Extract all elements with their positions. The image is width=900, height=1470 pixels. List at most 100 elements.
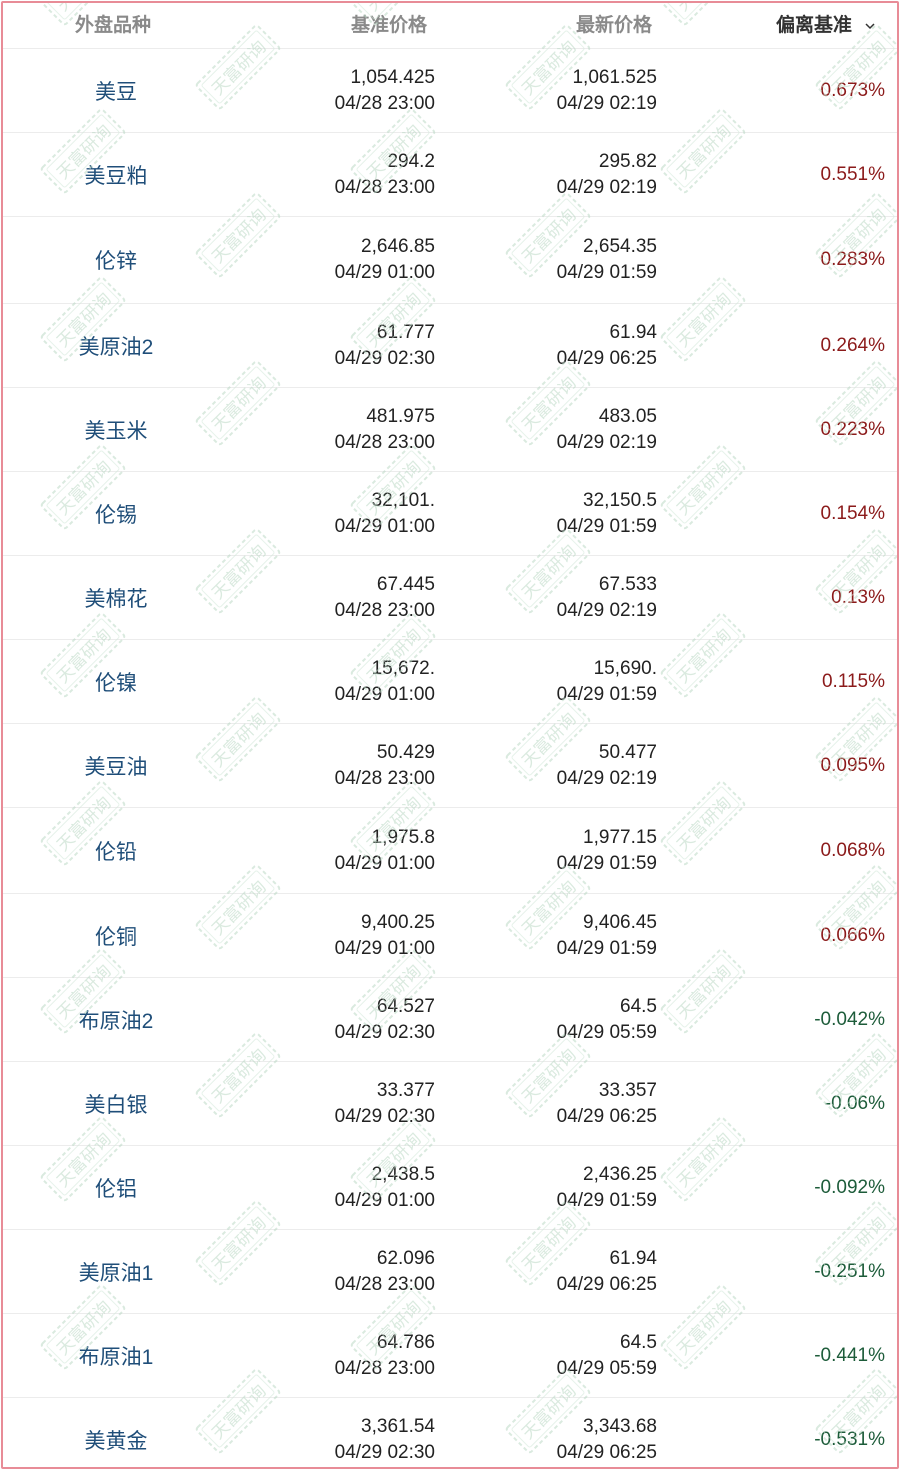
latest-time: 04/29 01:59 xyxy=(556,937,657,959)
deviation-value: 0.095% xyxy=(820,754,885,776)
base-price-cell: 3,361.54 04/29 02:30 xyxy=(334,1398,435,1467)
base-time: 04/29 01:00 xyxy=(334,1189,435,1211)
deviation-value: 0.066% xyxy=(820,924,885,946)
base-price: 481.975 xyxy=(366,405,435,427)
latest-price: 61.94 xyxy=(609,1247,657,1269)
latest-price-cell: 64.5 04/29 05:59 xyxy=(557,978,657,1061)
base-price: 9,400.25 xyxy=(361,911,435,933)
base-price-cell: 33.377 04/29 02:30 xyxy=(335,1062,435,1145)
latest-time: 04/29 06:25 xyxy=(556,1441,657,1463)
table-row[interactable]: 美棉花 67.445 04/28 23:00 67.533 04/29 02:19 0.1… xyxy=(3,556,897,640)
latest-price-cell: 33.357 04/29 06:25 xyxy=(557,1062,657,1145)
table-row[interactable]: 美豆 1,054.425 04/28 23:00 1,061.525 04/29 02:… xyxy=(3,49,897,133)
base-time: 04/28 23:00 xyxy=(334,431,435,453)
latest-price: 61.94 xyxy=(609,321,657,343)
latest-price-cell: 15,690. 04/29 01:59 xyxy=(557,640,657,723)
latest-time: 04/29 02:19 xyxy=(556,599,657,621)
latest-time: 04/29 01:59 xyxy=(556,515,657,537)
table-row[interactable]: 美原油2 61.777 04/29 02:30 61.94 04/29 06:25 0.2… xyxy=(3,304,897,388)
base-time: 04/28 23:00 xyxy=(334,1273,435,1295)
latest-time: 04/29 01:59 xyxy=(556,262,657,283)
latest-price-cell: 32,150.5 04/29 01:59 xyxy=(557,472,657,555)
latest-time: 04/29 02:19 xyxy=(556,92,657,114)
table-row[interactable]: 伦铜 9,400.25 04/29 01:00 9,406.45 04/29 01:59… xyxy=(3,894,897,978)
base-price: 33.377 xyxy=(376,1079,435,1101)
latest-price-cell: 64.5 04/29 05:59 xyxy=(557,1314,657,1397)
latest-price-cell: 50.477 04/29 02:19 xyxy=(557,724,657,807)
latest-price: 3,343.68 xyxy=(583,1415,657,1437)
latest-time: 04/29 02:19 xyxy=(556,767,657,789)
table-row[interactable]: 美豆粕 294.2 04/28 23:00 295.82 04/29 02:19 0.55… xyxy=(3,133,897,217)
latest-time: 04/29 05:59 xyxy=(556,1357,657,1379)
table-body: 美豆 1,054.425 04/28 23:00 1,061.525 04/29 02:… xyxy=(3,49,897,1467)
commodity-name: 伦铜 xyxy=(95,925,137,949)
latest-price-cell: 3,343.68 04/29 06:25 xyxy=(556,1398,657,1467)
deviation-value: -0.092% xyxy=(814,1176,885,1198)
latest-price: 15,690. xyxy=(593,657,657,679)
latest-price-cell: 9,406.45 04/29 01:59 xyxy=(557,894,657,977)
base-price: 64.527 xyxy=(376,995,435,1017)
table-row[interactable]: 美原油1 62.096 04/28 23:00 61.94 04/29 06:25 -0.… xyxy=(3,1230,897,1314)
table-row[interactable]: 美玉米 481.975 04/28 23:00 483.05 04/29 02:19 0.… xyxy=(3,388,897,472)
latest-price-cell: 2,436.25 04/29 01:59 xyxy=(557,1146,657,1229)
commodity-name: 美玉米 xyxy=(84,419,148,443)
base-price: 50.429 xyxy=(376,741,435,763)
latest-time: 04/29 06:25 xyxy=(556,347,657,369)
base-price: 15,672. xyxy=(371,657,435,679)
commodity-name: 布原油1 xyxy=(78,1345,154,1369)
base-price-cell: 32,101. 04/29 01:00 xyxy=(335,472,435,555)
base-price: 1,054.425 xyxy=(350,66,435,88)
deviation-value: 0.068% xyxy=(820,839,885,861)
table-header: 外盘品种 基准价格 最新价格 偏离基准 xyxy=(3,3,897,49)
deviation-value: 0.223% xyxy=(820,418,885,440)
latest-price: 2,436.25 xyxy=(583,1163,657,1185)
latest-time: 04/29 01:59 xyxy=(556,683,657,705)
header-deviation-sort[interactable]: 偏离基准 xyxy=(776,3,877,48)
base-price-cell: 9,400.25 04/29 01:00 xyxy=(335,894,435,977)
deviation-value: -0.042% xyxy=(814,1008,885,1030)
base-price: 67.445 xyxy=(376,573,435,595)
base-price: 2,438.5 xyxy=(371,1163,435,1185)
commodity-name: 美原油1 xyxy=(78,1261,154,1285)
table-row[interactable]: 布原油2 64.527 04/29 02:30 64.5 04/29 05:59 -0.0… xyxy=(3,978,897,1062)
table-row[interactable]: 伦铅 1,975.8 04/29 01:00 1,977.15 04/29 01:59 0… xyxy=(3,808,897,894)
latest-price-cell: 1,061.525 04/29 02:19 xyxy=(557,49,657,132)
table-row[interactable]: 伦铝 2,438.5 04/29 01:00 2,436.25 04/29 01:59 -… xyxy=(3,1146,897,1230)
table-row[interactable]: 伦镍 15,672. 04/29 01:00 15,690. 04/29 01:59 0.… xyxy=(3,640,897,724)
base-time: 04/29 01:00 xyxy=(334,515,435,537)
base-time: 04/28 23:00 xyxy=(334,767,435,789)
base-price-cell: 481.975 04/28 23:00 xyxy=(335,388,435,471)
latest-time: 04/29 02:19 xyxy=(556,431,657,453)
base-price: 294.2 xyxy=(387,150,435,172)
header-base-price: 基准价格 xyxy=(351,15,428,36)
base-time: 04/29 01:00 xyxy=(334,937,435,959)
base-time: 04/29 02:30 xyxy=(334,347,435,369)
table-row[interactable]: 伦锌 2,646.85 04/29 01:00 2,654.35 04/29 01:59… xyxy=(3,217,897,304)
header-deviation-label: 偏离基准 xyxy=(776,15,853,36)
header-latest-price: 最新价格 xyxy=(576,15,653,36)
table-row[interactable]: 美豆油 50.429 04/28 23:00 50.477 04/29 02:19 0.0… xyxy=(3,724,897,808)
deviation-value: -0.441% xyxy=(814,1344,885,1366)
latest-time: 04/29 01:59 xyxy=(556,852,657,874)
commodity-name: 美豆 xyxy=(95,80,137,104)
table-row[interactable]: 美黄金 3,361.54 04/29 02:30 3,343.68 04/29 06:2… xyxy=(3,1398,897,1467)
commodity-name: 美棉花 xyxy=(84,587,148,611)
deviation-value: -0.531% xyxy=(814,1428,885,1450)
latest-price-cell: 295.82 04/29 02:19 xyxy=(557,133,657,216)
base-price-cell: 2,646.85 04/29 01:00 xyxy=(335,217,435,303)
table-row[interactable]: 布原油1 64.786 04/28 23:00 64.5 04/29 05:59 -0.4… xyxy=(3,1314,897,1398)
table-row[interactable]: 美白银 33.377 04/29 02:30 33.357 04/29 06:25 -0.… xyxy=(3,1062,897,1146)
base-price-cell: 1,975.8 04/29 01:00 xyxy=(335,808,435,893)
base-price-cell: 62.096 04/28 23:00 xyxy=(335,1230,435,1313)
commodity-name: 伦锌 xyxy=(95,250,137,273)
latest-price-cell: 67.533 04/29 02:19 xyxy=(557,556,657,639)
commodity-name: 伦锡 xyxy=(95,503,137,527)
commodity-name: 伦铝 xyxy=(95,1177,137,1201)
latest-price: 483.05 xyxy=(598,405,657,427)
base-time: 04/29 02:30 xyxy=(334,1105,435,1127)
base-price-cell: 61.777 04/29 02:30 xyxy=(335,304,435,387)
base-price-cell: 64.786 04/28 23:00 xyxy=(335,1314,435,1397)
base-time: 04/29 02:30 xyxy=(334,1441,435,1463)
table-row[interactable]: 伦锡 32,101. 04/29 01:00 32,150.5 04/29 01:59 0… xyxy=(3,472,897,556)
latest-price: 9,406.45 xyxy=(583,911,657,933)
